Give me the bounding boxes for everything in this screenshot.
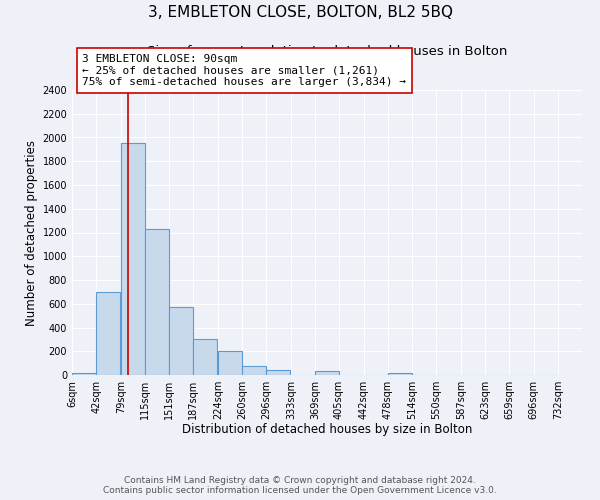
Bar (121, 144, 145, 375)
X-axis label: Distribution of detached houses by size in Bolton: Distribution of detached houses by size … (182, 424, 472, 436)
Bar (266, 370, 290, 375)
Text: Contains HM Land Registry data © Crown copyright and database right 2024.
Contai: Contains HM Land Registry data © Crown c… (103, 476, 497, 495)
Bar (72, 372, 96, 375)
Text: 3 EMBLETON CLOSE: 90sqm
← 25% of detached houses are smaller (1,261)
75% of semi: 3 EMBLETON CLOSE: 90sqm ← 25% of detache… (82, 54, 406, 87)
Bar (242, 366, 266, 375)
Bar (315, 371, 339, 375)
Text: 3, EMBLETON CLOSE, BOLTON, BL2 5BQ: 3, EMBLETON CLOSE, BOLTON, BL2 5BQ (148, 5, 452, 20)
Title: Size of property relative to detached houses in Bolton: Size of property relative to detached ho… (147, 46, 507, 59)
Bar (96, 292, 120, 375)
Bar (169, 308, 193, 375)
Bar (145, 229, 169, 375)
Bar (193, 340, 217, 375)
Bar (218, 351, 242, 375)
Bar (388, 373, 412, 375)
Y-axis label: Number of detached properties: Number of detached properties (25, 140, 38, 326)
